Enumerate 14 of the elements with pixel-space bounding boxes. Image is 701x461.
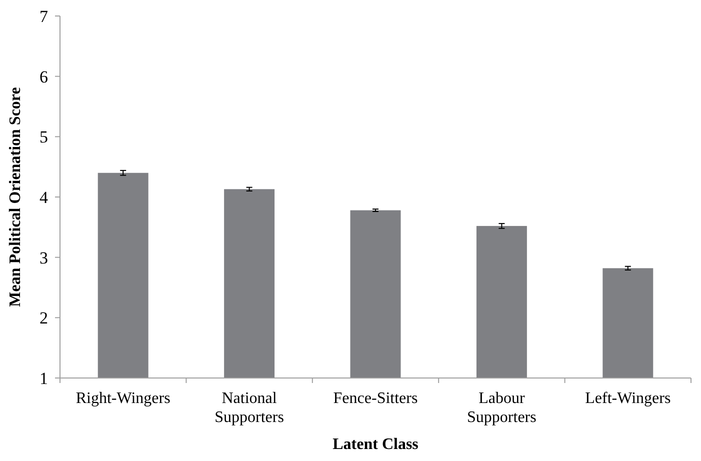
y-tick-label: 3 <box>40 248 48 268</box>
y-tick-label: 4 <box>40 188 48 207</box>
y-tick-label: 5 <box>40 128 48 147</box>
x-tick-label: Labour Supporters <box>467 390 536 426</box>
y-tick-label: 2 <box>40 308 48 328</box>
x-tick-label: National Supporters <box>214 390 284 426</box>
y-axis-title: Mean Political Orienation Score <box>7 87 24 307</box>
x-tick-label: Fence-Sitters <box>333 390 418 407</box>
x-tick-label: Right-Wingers <box>76 390 170 407</box>
x-axis-title: Latent Class <box>332 436 418 453</box>
y-tick-label: 6 <box>40 67 48 86</box>
y-tick-label: 7 <box>40 6 48 26</box>
y-tick-label: 1 <box>40 368 48 388</box>
x-tick-label: Left-Wingers <box>585 390 671 407</box>
